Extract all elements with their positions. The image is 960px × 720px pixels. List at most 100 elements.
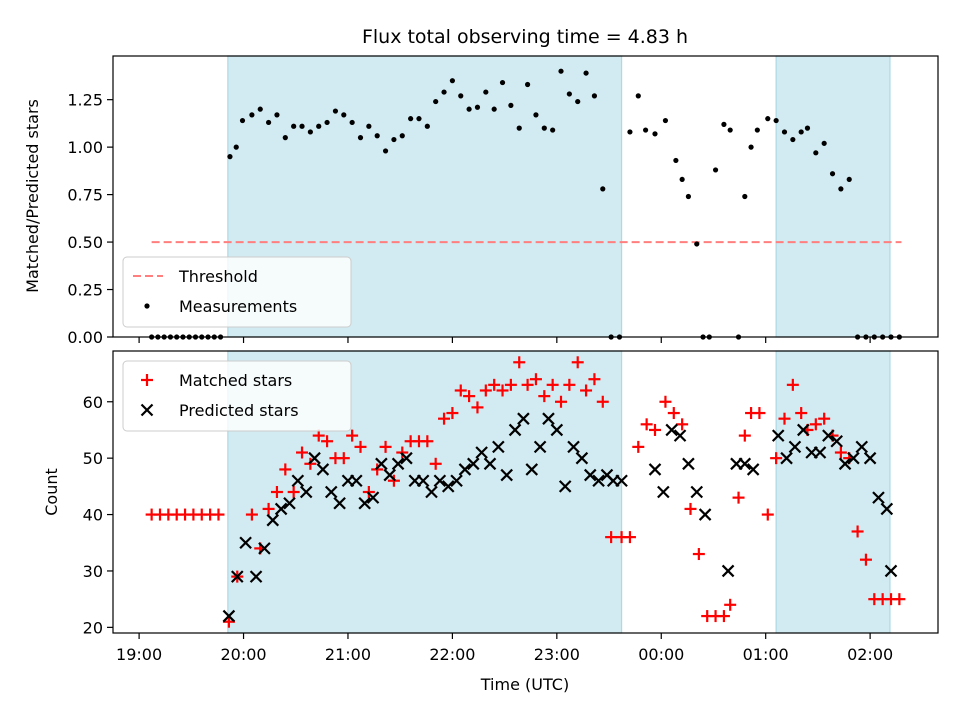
- bottom-legend-marker-1: [140, 403, 154, 417]
- measurement-point: [249, 112, 255, 118]
- bottom-y-tick-label: 50: [83, 449, 103, 468]
- measurement-point: [742, 193, 748, 200]
- bottom-y-tick-label: 40: [83, 506, 103, 525]
- matched-star-point: [724, 598, 737, 611]
- bottom-axes-frame: [112, 350, 939, 634]
- measurement-point: [416, 116, 422, 122]
- matched-star-point: [287, 486, 300, 498]
- matched-star-point: [580, 384, 593, 397]
- measurement-point: [694, 241, 700, 247]
- top-y-tick-label: 0.00: [67, 328, 103, 347]
- measurement-point: [642, 127, 649, 133]
- measurement-point: [374, 133, 380, 139]
- matched-star-point: [279, 463, 292, 476]
- matched-star-point: [809, 418, 822, 431]
- matched-star-point: [496, 384, 509, 397]
- x-tick-label: 23:00: [534, 645, 580, 664]
- predicted-star-point: [291, 474, 305, 487]
- predicted-star-point: [847, 451, 860, 465]
- matched-star-point: [732, 491, 745, 504]
- predicted-star-point: [274, 502, 288, 516]
- measurement-point: [491, 106, 497, 112]
- top-legend-label-1: Measurements: [179, 297, 297, 316]
- predicted-star-point: [230, 570, 244, 583]
- predicted-star-point: [249, 570, 263, 583]
- predicted-star-point: [830, 434, 843, 448]
- matched-star-point: [546, 378, 559, 391]
- predicted-star-point: [324, 485, 338, 499]
- predicted-star-point: [500, 468, 513, 482]
- matched-star-point: [648, 423, 661, 436]
- matched-star-point: [632, 440, 645, 453]
- predicted-star-point: [771, 429, 785, 442]
- matched-star-point: [659, 395, 672, 408]
- predicted-star-point: [872, 491, 885, 504]
- measurement-point: [813, 150, 819, 156]
- predicted-star-point: [822, 429, 835, 442]
- measurement-point: [266, 119, 272, 126]
- measurement-point: [324, 119, 330, 126]
- measurement-point: [408, 116, 414, 122]
- predicted-star-point: [657, 485, 670, 499]
- measurement-point: [673, 157, 679, 164]
- matched-star-point: [321, 435, 334, 448]
- measurement-point: [458, 93, 464, 99]
- measurement-point: [679, 176, 685, 183]
- measurement-point: [773, 117, 779, 124]
- measurement-point: [635, 93, 641, 99]
- predicted-star-point: [690, 485, 704, 499]
- measurement-point: [474, 104, 481, 110]
- predicted-star-point: [698, 508, 712, 521]
- matched-star-point: [245, 508, 258, 521]
- matched-star-point: [379, 440, 392, 453]
- top-legend-label-0: Threshold: [178, 267, 258, 286]
- predicted-star-point: [583, 468, 597, 482]
- measurement-point: [483, 89, 489, 95]
- x-tick-label: 20:00: [220, 645, 266, 664]
- matched-star-point: [753, 407, 766, 420]
- measurement-point: [846, 176, 852, 183]
- predicted-star-point: [592, 474, 605, 487]
- matched-star-point: [471, 401, 484, 414]
- predicted-star-point: [567, 440, 580, 454]
- x-tick-label: 21:00: [325, 645, 371, 664]
- matched-star-point: [795, 407, 808, 420]
- x-tick-label: 19:00: [116, 645, 162, 664]
- matched-star-point: [555, 395, 568, 408]
- predicted-star-point: [863, 451, 877, 465]
- bottom-legend-label-1: Predicted stars: [179, 401, 299, 420]
- predicted-star-point: [492, 440, 505, 454]
- matched-star-point: [605, 531, 618, 544]
- measurement-point: [583, 70, 589, 76]
- predicted-star-point: [780, 451, 793, 465]
- measurement-point: [591, 93, 598, 99]
- predicted-star-point: [350, 474, 363, 487]
- matched-star-point: [623, 531, 636, 544]
- predicted-star-point: [383, 468, 397, 482]
- measurement-point: [341, 112, 347, 118]
- predicted-star-point: [788, 440, 802, 454]
- matched-star-point: [770, 452, 783, 465]
- matched-star-point: [346, 429, 359, 442]
- bottom-legend: Matched stars Predicted stars: [122, 360, 352, 432]
- measurement-point: [727, 127, 733, 133]
- predicted-star-point: [258, 542, 271, 555]
- measurement-point: [499, 79, 506, 86]
- predicted-star-point: [266, 513, 280, 527]
- measurement-point: [721, 121, 727, 127]
- measurement-point: [765, 116, 771, 122]
- predicted-star-point: [299, 485, 313, 499]
- matched-star-point: [504, 378, 517, 391]
- matched-star-point: [337, 452, 350, 465]
- predicted-star-point: [366, 491, 380, 504]
- measurement-point: [541, 125, 547, 131]
- x-tick-label: 00:00: [638, 645, 684, 664]
- matched-star-point: [521, 378, 534, 391]
- bottom-legend-marker-0: [141, 374, 153, 386]
- measurement-point: [508, 102, 514, 108]
- matched-star-point: [438, 412, 451, 425]
- top-y-tick-label: 0.50: [67, 233, 103, 252]
- bottom-y-axis-label: Count: [42, 468, 61, 516]
- measurement-point: [291, 123, 297, 129]
